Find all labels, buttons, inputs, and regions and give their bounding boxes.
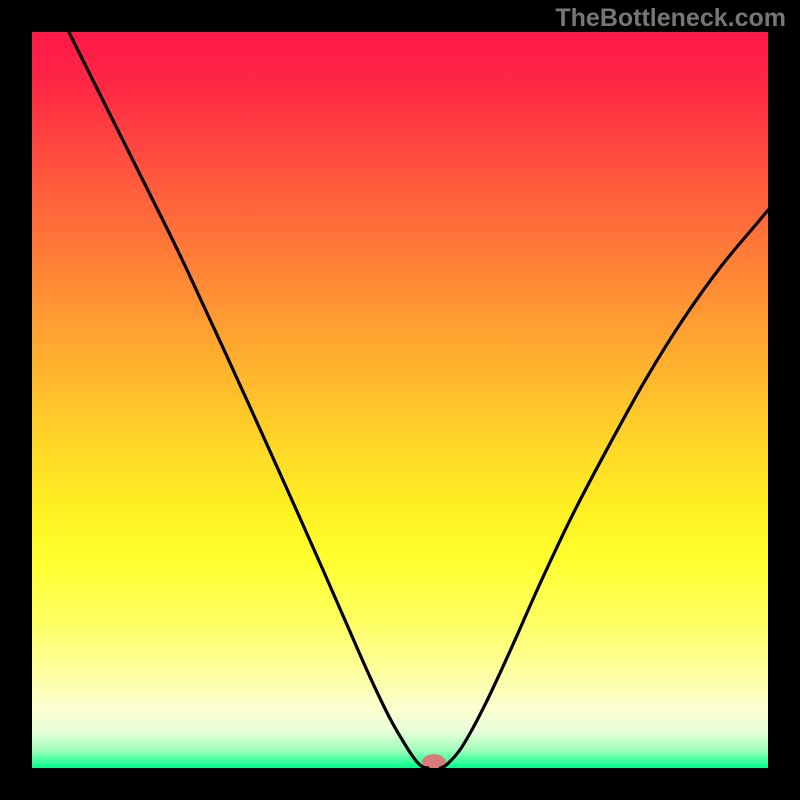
curve-right-branch: [440, 210, 768, 768]
plot-area: [32, 32, 768, 768]
curve-left-branch: [69, 32, 428, 768]
curve-svg: [32, 32, 768, 768]
watermark-text: TheBottleneck.com: [555, 4, 786, 33]
chart-root: TheBottleneck.com: [0, 0, 800, 800]
